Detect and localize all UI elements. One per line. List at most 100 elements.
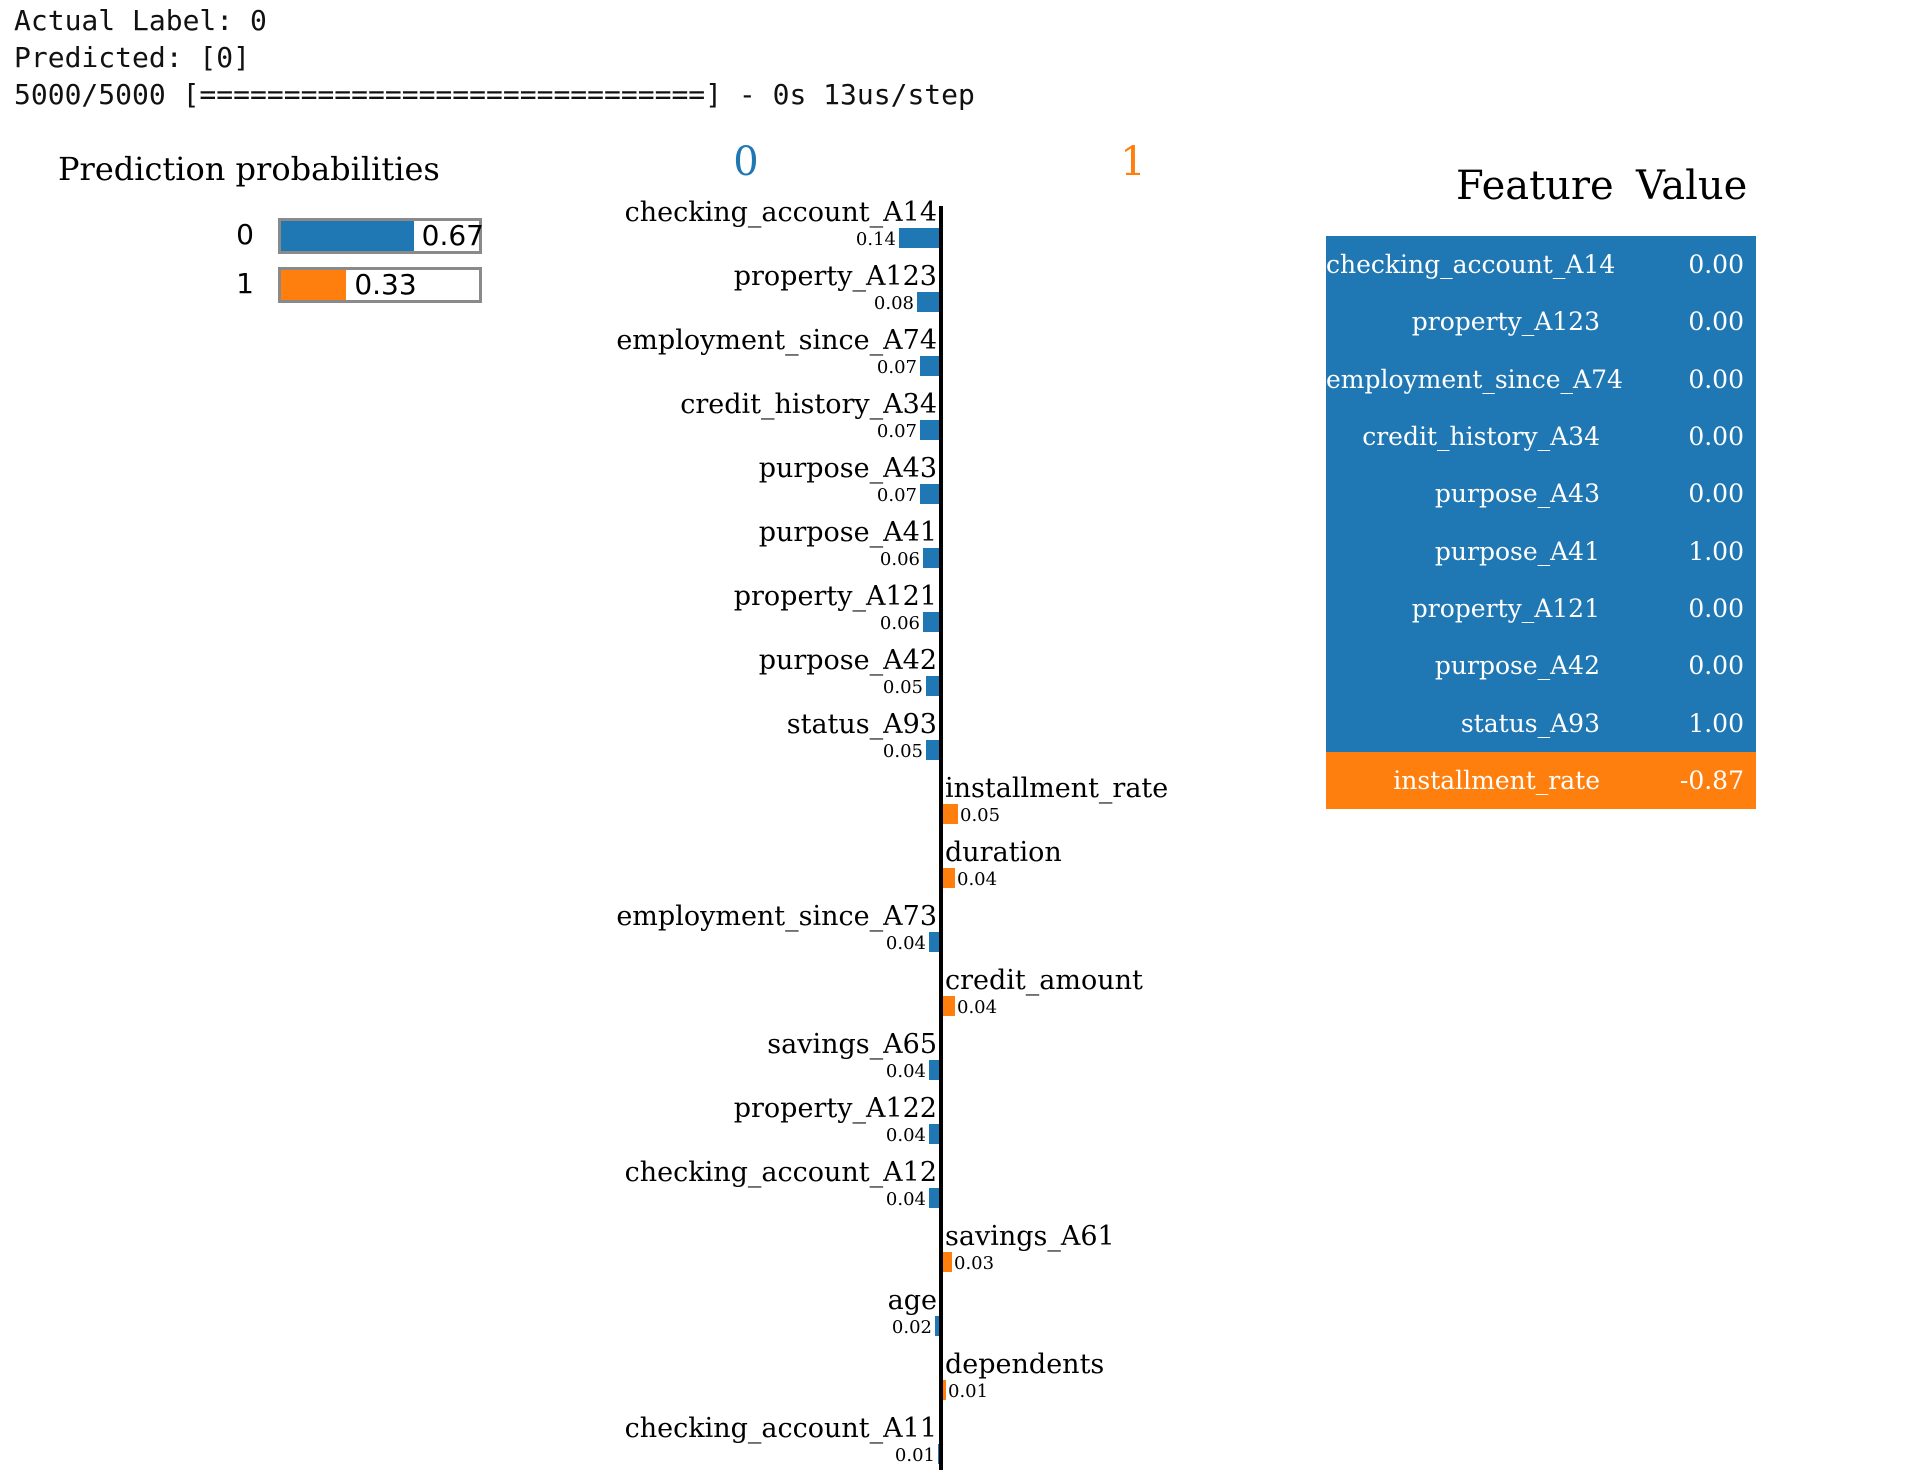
feature-weight-label: 0.06 <box>880 613 920 634</box>
feature-weight-label: 0.04 <box>886 1061 926 1082</box>
prob-label-0: 0 <box>236 218 254 251</box>
feature-weight-label: 0.08 <box>874 293 914 314</box>
feature-name: installment_rate <box>945 773 1168 804</box>
feature-bar <box>926 676 941 696</box>
table-cell-feature: purpose_A43 <box>1434 479 1600 509</box>
prob-bar-0: 0.67 <box>278 218 484 254</box>
feature-name: dependents <box>945 1349 1104 1380</box>
prob-bar-fill-1 <box>281 270 347 300</box>
feature-name: employment_since_A73 <box>616 901 937 932</box>
feature-value-table: checking_account_A14 0.00 property_A123 0.0… <box>1326 236 1756 809</box>
feature-bar <box>899 228 941 248</box>
feature-bar <box>923 612 941 632</box>
feature-weight-label: 0.03 <box>954 1253 994 1274</box>
table-cell-feature: checking_account_A14 <box>1326 250 1616 280</box>
feature-weight-label: 0.06 <box>880 549 920 570</box>
feature-weight-label: 0.04 <box>886 1189 926 1210</box>
class-label-1: 1 <box>1120 139 1145 185</box>
feature-name: duration <box>945 837 1062 868</box>
feature-name: property_A122 <box>734 1093 937 1124</box>
feature-bar <box>920 484 941 504</box>
feature-bar <box>943 1252 952 1272</box>
feature-weight-label: 0.05 <box>883 677 923 698</box>
prob-label-1: 1 <box>236 267 254 300</box>
prob-value-1: 0.33 <box>354 268 417 301</box>
table-header-feature: Feature <box>1456 163 1614 209</box>
feature-name: savings_A61 <box>945 1221 1115 1252</box>
feature-name: credit_amount <box>945 965 1143 996</box>
feature-name: purpose_A41 <box>759 517 937 548</box>
feature-bar <box>917 292 941 312</box>
class-label-0: 0 <box>733 139 758 185</box>
feature-name: status_A93 <box>787 709 937 740</box>
table-cell-feature: status_A93 <box>1460 708 1600 738</box>
table-cell-value: 0.00 <box>1688 307 1744 337</box>
feature-name: property_A123 <box>734 261 937 292</box>
table-row: property_A123 0.00 <box>1326 293 1756 351</box>
table-row: purpose_A42 0.00 <box>1326 637 1756 695</box>
feature-bar <box>926 740 941 760</box>
console-progress: 5000/5000 [=============================… <box>14 78 975 111</box>
table-cell-value: -0.87 <box>1679 765 1744 795</box>
table-cell-value: 0.00 <box>1688 479 1744 509</box>
table-row: employment_since_A74 0.00 <box>1326 350 1756 408</box>
feature-weight-label: 0.01 <box>948 1381 988 1402</box>
feature-weight-label: 0.04 <box>957 869 997 890</box>
feature-name: credit_history_A34 <box>680 389 937 420</box>
prob-bar-fill-0 <box>281 221 414 251</box>
feature-bar <box>929 1124 941 1144</box>
prediction-probabilities-title: Prediction probabilities <box>58 150 440 188</box>
table-cell-value: 0.00 <box>1688 250 1744 280</box>
feature-bar <box>929 932 941 952</box>
feature-name: savings_A65 <box>767 1029 937 1060</box>
feature-bar <box>943 996 955 1016</box>
feature-weight-label: 0.07 <box>877 485 917 506</box>
feature-bar <box>920 356 941 376</box>
table-row: property_A121 0.00 <box>1326 579 1756 638</box>
table-row: checking_account_A14 0.00 <box>1326 236 1756 294</box>
table-cell-feature: purpose_A42 <box>1434 651 1600 681</box>
table-cell-value: 0.00 <box>1688 364 1744 394</box>
feature-weight-label: 0.05 <box>960 805 1000 826</box>
table-row: status_A93 1.00 <box>1326 694 1756 752</box>
table-cell-value: 1.00 <box>1688 708 1744 738</box>
feature-weight-label: 0.05 <box>883 741 923 762</box>
console-actual-label: Actual Label: 0 <box>14 4 267 37</box>
feature-name: purpose_A42 <box>759 645 937 676</box>
console-output: Actual Label: 0 Predicted: [0] 5000/5000 [… <box>14 2 975 113</box>
console-predicted: Predicted: [0] <box>14 41 251 74</box>
table-cell-feature: credit_history_A34 <box>1362 422 1600 452</box>
table-cell-value: 0.00 <box>1688 422 1744 452</box>
feature-weight-label: 0.01 <box>895 1445 935 1466</box>
table-cell-feature: purpose_A41 <box>1434 536 1600 566</box>
feature-bar <box>929 1188 941 1208</box>
feature-name: checking_account_A14 <box>625 197 937 228</box>
table-header-value: Value <box>1636 163 1748 209</box>
table-cell-value: 1.00 <box>1688 536 1744 566</box>
table-row: installment_rate -0.87 <box>1326 751 1756 809</box>
feature-bar <box>943 868 955 888</box>
feature-bar <box>935 1316 941 1336</box>
feature-weight-label: 0.07 <box>877 357 917 378</box>
feature-weight-label: 0.02 <box>892 1317 932 1338</box>
feature-weight-label: 0.14 <box>856 229 896 250</box>
feature-weight-label: 0.04 <box>886 1125 926 1146</box>
prob-bar-1: 0.33 <box>278 267 482 303</box>
table-cell-feature: installment_rate <box>1393 765 1600 795</box>
feature-weight-label: 0.07 <box>877 421 917 442</box>
prob-value-0: 0.67 <box>421 219 484 252</box>
table-cell-feature: employment_since_A74 <box>1326 364 1623 394</box>
feature-weight-label: 0.04 <box>886 933 926 954</box>
table-cell-value: 0.00 <box>1688 593 1744 623</box>
feature-bar <box>920 420 941 440</box>
feature-name: employment_since_A74 <box>616 325 937 356</box>
table-cell-feature: property_A123 <box>1411 307 1600 337</box>
feature-name: property_A121 <box>734 581 937 612</box>
feature-bar <box>943 804 958 824</box>
feature-bar <box>923 548 941 568</box>
table-cell-value: 0.00 <box>1688 651 1744 681</box>
table-row: purpose_A41 1.00 <box>1326 522 1756 580</box>
feature-bar <box>929 1060 941 1080</box>
feature-name: purpose_A43 <box>759 453 937 484</box>
